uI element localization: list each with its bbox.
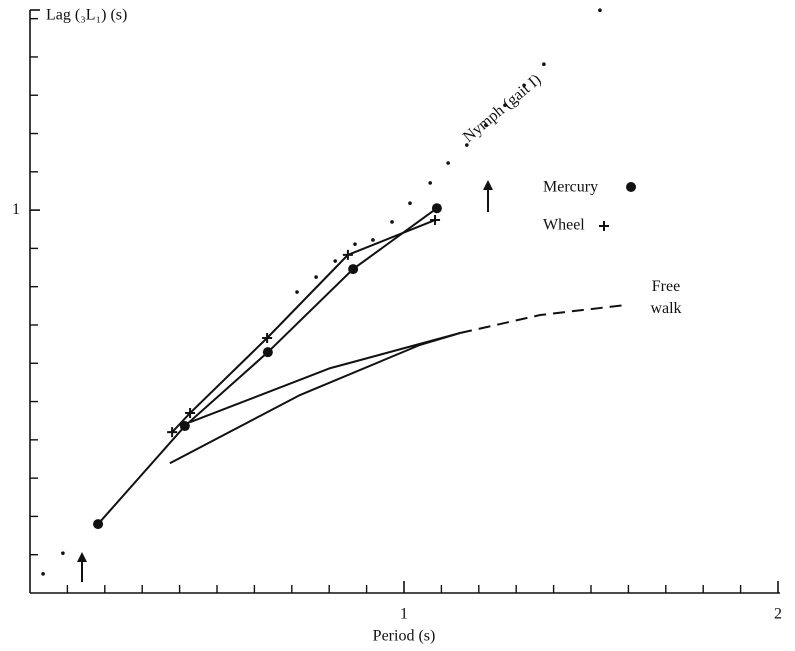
plus-marker	[167, 427, 178, 438]
dot-marker	[353, 242, 357, 246]
series-line	[171, 219, 436, 433]
series-line	[97, 207, 438, 525]
dot-marker	[446, 161, 450, 165]
dot-marker	[295, 290, 299, 294]
dot-marker	[542, 62, 546, 67]
series-line	[459, 304, 626, 334]
plus-marker	[185, 408, 196, 419]
arrow-head	[77, 552, 87, 562]
circle-marker	[179, 421, 190, 432]
dot-marker	[333, 259, 337, 263]
arrow-head	[483, 180, 493, 190]
dot-marker	[465, 143, 469, 147]
dot-marker	[41, 572, 45, 576]
circle-marker	[262, 347, 273, 358]
x-axis-label: Period (s)	[373, 628, 436, 645]
x-tick-label: 1	[400, 606, 408, 623]
legend-wheel: Wheel	[543, 217, 585, 234]
dot-marker	[390, 220, 394, 224]
plus-marker	[342, 249, 353, 260]
free-walk-label: Free walk	[650, 278, 682, 317]
dot-marker	[503, 103, 507, 107]
circle-marker	[93, 519, 104, 530]
y-axis-label: Lag (₃L₁) (s)	[46, 7, 127, 24]
legend-marker	[626, 182, 636, 192]
nymph-label: Nymph (gait I)	[460, 71, 544, 146]
dot-marker	[484, 123, 488, 127]
series-line	[169, 332, 461, 465]
y-tick-label: 1	[12, 201, 20, 218]
dot-marker	[314, 275, 318, 279]
legend-mercury: Mercury	[543, 179, 598, 196]
dot-marker	[408, 201, 412, 206]
plus-marker	[430, 215, 441, 226]
dot-marker	[428, 181, 432, 185]
dot-marker	[371, 238, 375, 242]
x-tick-label: 2	[774, 606, 782, 623]
dot-marker	[598, 8, 602, 13]
legend-marker	[599, 221, 609, 231]
plus-marker	[262, 332, 273, 343]
circle-marker	[431, 203, 442, 214]
dot-marker	[522, 83, 526, 88]
circle-marker	[348, 264, 359, 275]
dot-marker	[61, 551, 65, 555]
